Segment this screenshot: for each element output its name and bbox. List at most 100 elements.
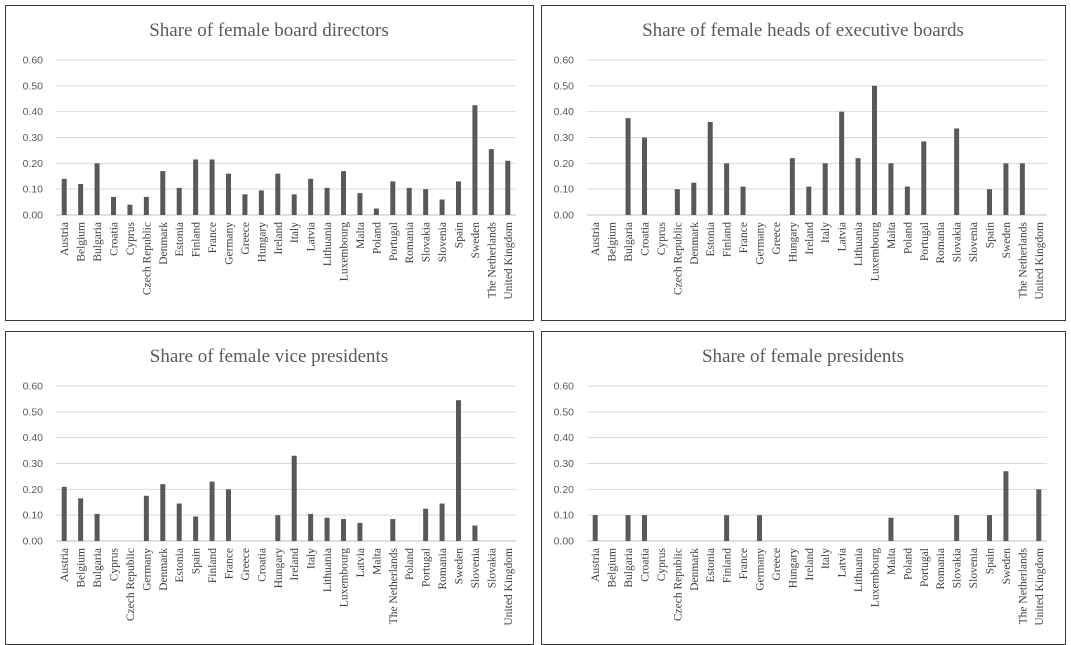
- bar: [439, 503, 445, 541]
- category-label: Cyprus: [125, 221, 137, 255]
- category-label: Ireland: [273, 222, 285, 255]
- chart-panel-vice-presidents: Share of female vice presidents 0.00 0.10 0…: [5, 331, 534, 645]
- bar: [806, 186, 812, 215]
- bar: [674, 189, 680, 215]
- y-tick-label: 0.50: [23, 80, 44, 92]
- y-tick-label: 0.40: [23, 432, 44, 444]
- bar: [258, 190, 264, 215]
- bar: [78, 498, 84, 541]
- y-tick-label: 0.20: [554, 484, 575, 496]
- category-label: Slovakia: [421, 222, 433, 262]
- category-label: Denmark: [689, 222, 701, 265]
- y-tick-label: 0.60: [23, 381, 44, 393]
- category-label: Bulgaria: [92, 222, 104, 262]
- bar: [1003, 163, 1009, 215]
- y-tick-label: 0.10: [23, 510, 44, 522]
- y-tick-label: 0.60: [554, 55, 575, 67]
- category-label: Czech Republic: [672, 222, 684, 295]
- bar: [888, 163, 894, 215]
- bar: [855, 158, 861, 215]
- bar: [373, 208, 379, 215]
- bar: [789, 158, 795, 215]
- bar: [226, 173, 231, 215]
- category-label: Slovakia: [486, 548, 498, 588]
- category-label: Italy: [306, 548, 318, 569]
- chart-title: Share of female board directors: [149, 20, 389, 41]
- bar: [275, 515, 281, 541]
- y-tick-label: 0.30: [23, 132, 44, 144]
- category-label: Spain: [985, 548, 997, 574]
- category-label: Denmark: [158, 548, 170, 591]
- bar: [61, 178, 67, 215]
- chart-title: Share of female presidents: [702, 346, 904, 367]
- category-label: United Kingdom: [503, 548, 515, 626]
- bar: [625, 118, 631, 215]
- bar: [160, 171, 166, 215]
- bar: [390, 181, 396, 215]
- bar: [94, 513, 100, 541]
- bar: [291, 194, 297, 215]
- category-label: Sweden: [470, 222, 482, 259]
- bar: [423, 189, 429, 215]
- category-label: Cyprus: [109, 547, 121, 581]
- y-tick-label: 0.40: [554, 432, 575, 444]
- category-label: Denmark: [158, 222, 170, 265]
- y-tick-label: 0.60: [554, 381, 575, 393]
- category-label: France: [738, 548, 750, 579]
- bar: [127, 204, 133, 215]
- y-tick-label: 0.50: [554, 406, 575, 418]
- bar: [143, 495, 149, 541]
- category-label: Germany: [755, 222, 767, 265]
- y-tick-label: 0.00: [554, 210, 575, 222]
- category-label: Czech Republic: [141, 222, 153, 295]
- category-label: Croatia: [109, 222, 121, 256]
- category-label: Ireland: [804, 548, 816, 581]
- y-tick-label: 0.20: [23, 484, 44, 496]
- category-label: Finland: [722, 222, 734, 257]
- chart-title: Share of female vice presidents: [150, 346, 388, 367]
- category-label: Estonia: [705, 548, 717, 583]
- category-label: Romania: [935, 222, 947, 264]
- bar: [724, 515, 730, 541]
- category-label: Spain: [985, 222, 997, 248]
- category-label: Lithuania: [322, 222, 334, 266]
- category-label: Slovakia: [952, 548, 964, 588]
- chart-panel-presidents: Share of female presidents 0.00 0.10 0.20 0.…: [541, 331, 1066, 645]
- y-tick-label: 0.30: [554, 458, 575, 470]
- category-label: Romania: [404, 222, 416, 264]
- y-tick-label: 0.10: [554, 510, 575, 522]
- y-tick-label: 0.00: [554, 536, 575, 548]
- category-label: Poland: [902, 222, 914, 254]
- y-tick-label: 0.40: [554, 106, 575, 118]
- category-label: Greece: [240, 222, 252, 255]
- bar: [987, 515, 992, 541]
- category-label: Finland: [722, 548, 734, 583]
- category-label: Italy: [820, 222, 832, 243]
- bar: [143, 196, 149, 215]
- y-tick-label: 0.30: [554, 132, 575, 144]
- bar: [954, 515, 960, 541]
- bar: [456, 181, 461, 215]
- category-label: United Kingdom: [1034, 548, 1046, 626]
- category-label: Luxembourg: [870, 222, 882, 281]
- category-label: Bulgaria: [623, 548, 635, 588]
- category-label: Spain: [454, 222, 466, 248]
- bar: [78, 184, 84, 215]
- category-label: Luxembourg: [870, 548, 882, 607]
- bar: [707, 122, 713, 215]
- category-label: Portugal: [919, 222, 931, 261]
- category-label: The Netherlands: [388, 547, 400, 624]
- category-label: Croatia: [640, 548, 652, 582]
- category-label: Poland: [404, 548, 416, 580]
- bar: [176, 187, 182, 215]
- bar: [341, 171, 346, 215]
- bar: [1019, 163, 1025, 215]
- bar: [209, 159, 215, 215]
- bar: [456, 400, 461, 541]
- bar: [691, 182, 697, 215]
- category-label: Estonia: [174, 222, 186, 257]
- category-label: France: [738, 222, 750, 253]
- category-label: United Kingdom: [1034, 222, 1046, 300]
- category-label: Portugal: [388, 222, 400, 261]
- bar: [111, 196, 116, 215]
